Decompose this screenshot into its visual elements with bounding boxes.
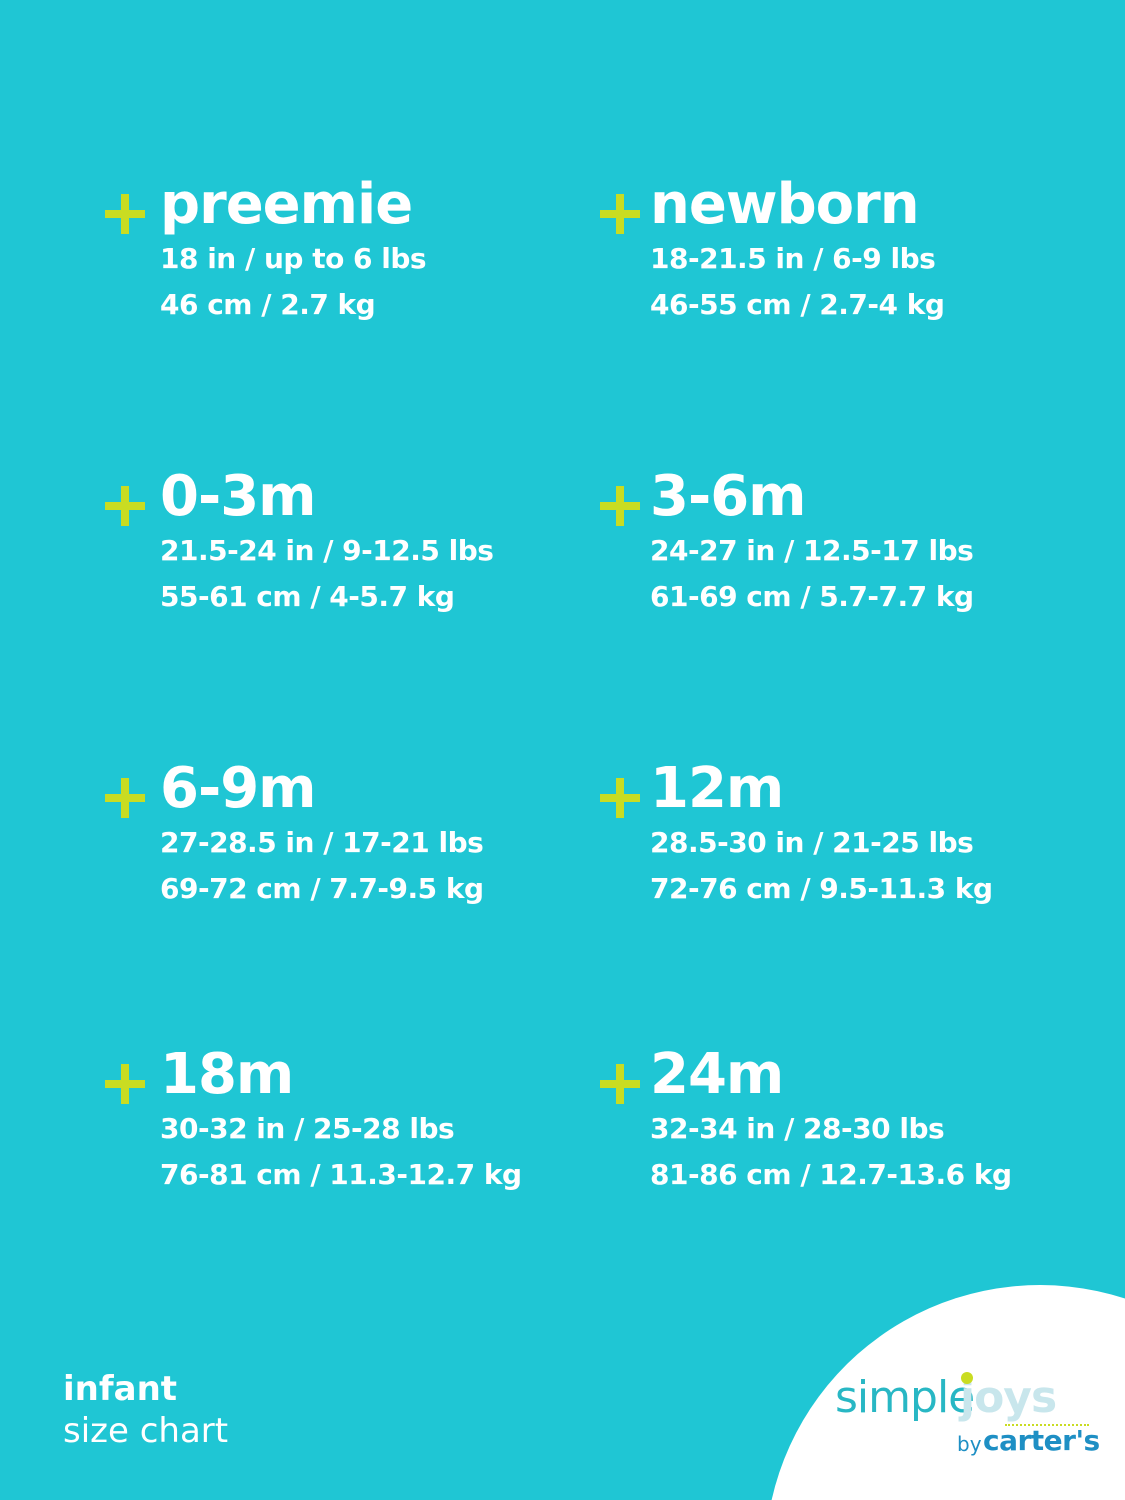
logo-joys: joys [960, 1372, 1057, 1423]
size-metric: 69-72 cm / 7.7-9.5 kg [160, 872, 484, 905]
caption-size-chart: size chart [63, 1411, 229, 1451]
plus-icon [600, 778, 640, 818]
size-metric: 76-81 cm / 11.3-12.7 kg [160, 1158, 522, 1191]
size-title: 24m [650, 1042, 784, 1107]
plus-icon [105, 194, 145, 234]
logo-by: by [957, 1432, 982, 1456]
size-imperial: 18-21.5 in / 6-9 lbs [650, 242, 936, 275]
logo-dotted-line [1005, 1424, 1089, 1426]
plus-icon [105, 778, 145, 818]
size-title: 0-3m [160, 464, 317, 529]
logo-background [771, 1285, 1125, 1500]
plus-icon [105, 1064, 145, 1104]
chart-caption: infant size chart [63, 1368, 228, 1452]
size-imperial: 28.5-30 in / 21-25 lbs [650, 826, 974, 859]
size-title: 3-6m [650, 464, 807, 529]
brand-logo: simple joys by carter's [835, 1372, 1100, 1472]
caption-infant: infant [63, 1369, 178, 1409]
logo-simple: simple [835, 1372, 975, 1423]
logo-carters: carter's [983, 1424, 1100, 1457]
size-imperial: 24-27 in / 12.5-17 lbs [650, 534, 974, 567]
size-metric: 46 cm / 2.7 kg [160, 288, 376, 321]
size-metric: 72-76 cm / 9.5-11.3 kg [650, 872, 993, 905]
size-title: preemie [160, 172, 413, 237]
size-imperial: 30-32 in / 25-28 lbs [160, 1112, 455, 1145]
size-title: 6-9m [160, 756, 317, 821]
plus-icon [105, 486, 145, 526]
size-imperial: 27-28.5 in / 17-21 lbs [160, 826, 484, 859]
size-title: 18m [160, 1042, 294, 1107]
size-metric: 46-55 cm / 2.7-4 kg [650, 288, 945, 321]
plus-icon [600, 1064, 640, 1104]
size-imperial: 18 in / up to 6 lbs [160, 242, 427, 275]
size-metric: 81-86 cm / 12.7-13.6 kg [650, 1158, 1012, 1191]
size-metric: 55-61 cm / 4-5.7 kg [160, 580, 455, 613]
plus-icon [600, 486, 640, 526]
size-title: 12m [650, 756, 784, 821]
size-imperial: 21.5-24 in / 9-12.5 lbs [160, 534, 494, 567]
logo-dot [961, 1372, 973, 1384]
plus-icon [600, 194, 640, 234]
size-metric: 61-69 cm / 5.7-7.7 kg [650, 580, 974, 613]
size-imperial: 32-34 in / 28-30 lbs [650, 1112, 945, 1145]
logo-background-arc [771, 1285, 1125, 1500]
size-title: newborn [650, 172, 920, 237]
